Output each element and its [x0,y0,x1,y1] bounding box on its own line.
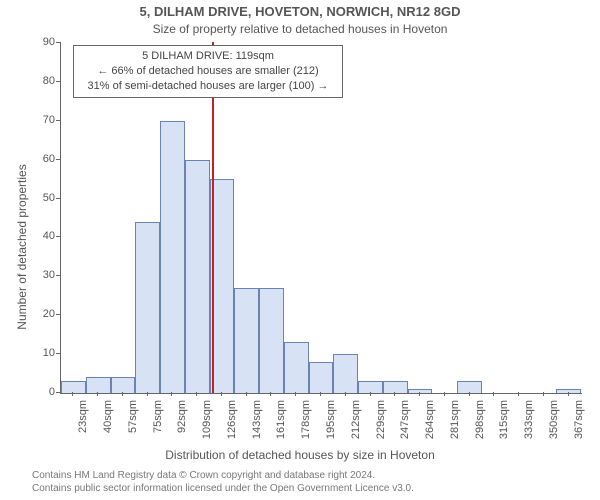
x-tick-mark [295,392,296,396]
x-tick-mark [97,392,98,396]
x-tick-mark [320,392,321,396]
y-tick-label: 60 [25,153,55,165]
x-tick-mark [72,392,73,396]
y-tick-label: 10 [25,347,55,359]
x-tick-mark [171,392,172,396]
x-tick-label: 350sqm [548,400,560,450]
y-tick-mark [56,392,60,393]
annotation-line: 5 DILHAM DRIVE: 119sqm [80,49,336,64]
x-tick-label: 247sqm [399,400,411,450]
x-tick-mark [246,392,247,396]
histogram-bar [284,342,309,393]
x-tick-mark [518,392,519,396]
histogram-bar [185,160,210,393]
histogram-bar [61,381,86,393]
footer-line-1: Contains HM Land Registry data © Crown c… [32,470,375,481]
x-tick-label: 23sqm [77,400,89,450]
histogram-bar [556,389,581,393]
y-tick-mark [56,275,60,276]
x-tick-mark [568,392,569,396]
y-tick-label: 90 [25,36,55,48]
x-axis-label: Distribution of detached houses by size … [0,448,600,462]
y-tick-mark [56,353,60,354]
x-tick-mark [444,392,445,396]
x-tick-label: 212sqm [350,400,362,450]
x-tick-label: 40sqm [102,400,114,450]
annotation-box: 5 DILHAM DRIVE: 119sqm← 66% of detached … [73,45,343,98]
x-tick-mark [270,392,271,396]
x-tick-mark [394,392,395,396]
x-tick-label: 264sqm [424,400,436,450]
footer-line-2: Contains public sector information licen… [32,483,414,494]
x-tick-label: 161sqm [275,400,287,450]
x-tick-label: 229sqm [375,400,387,450]
x-tick-label: 367sqm [573,400,585,450]
histogram-bar [86,377,111,393]
histogram-bar [358,381,383,393]
chart-subtitle: Size of property relative to detached ho… [0,22,600,36]
x-tick-label: 333sqm [523,400,535,450]
histogram-bar [309,362,334,393]
histogram-bar [160,121,185,393]
x-tick-mark [543,392,544,396]
y-tick-mark [56,120,60,121]
y-tick-mark [56,159,60,160]
x-tick-mark [196,392,197,396]
x-tick-label: 178sqm [300,400,312,450]
x-tick-mark [221,392,222,396]
y-tick-label: 20 [25,308,55,320]
x-tick-mark [370,392,371,396]
x-tick-label: 143sqm [251,400,263,450]
y-tick-label: 0 [25,386,55,398]
histogram-bar [234,288,259,393]
y-tick-mark [56,81,60,82]
y-tick-label: 50 [25,192,55,204]
x-tick-mark [345,392,346,396]
histogram-bar [135,222,160,393]
x-tick-label: 109sqm [201,400,213,450]
y-tick-mark [56,42,60,43]
y-tick-mark [56,314,60,315]
x-tick-mark [419,392,420,396]
x-tick-label: 281sqm [449,400,461,450]
x-tick-label: 298sqm [474,400,486,450]
histogram-bar [457,381,482,393]
y-tick-mark [56,236,60,237]
x-tick-mark [493,392,494,396]
histogram-bar [111,377,136,393]
y-tick-label: 40 [25,230,55,242]
histogram-bar [259,288,284,393]
histogram-bar [333,354,358,393]
x-tick-label: 92sqm [176,400,188,450]
x-tick-mark [147,392,148,396]
chart-container: { "title": "5, DILHAM DRIVE, HOVETON, NO… [0,0,600,500]
x-tick-mark [122,392,123,396]
y-tick-mark [56,198,60,199]
x-tick-label: 75sqm [152,400,164,450]
annotation-line: ← 66% of detached houses are smaller (21… [80,64,336,79]
x-tick-label: 195sqm [325,400,337,450]
x-tick-label: 315sqm [498,400,510,450]
x-tick-label: 126sqm [226,400,238,450]
chart-title: 5, DILHAM DRIVE, HOVETON, NORWICH, NR12 … [0,4,600,19]
x-tick-mark [469,392,470,396]
y-tick-label: 30 [25,269,55,281]
y-tick-label: 70 [25,114,55,126]
annotation-line: 31% of semi-detached houses are larger (… [80,79,336,94]
x-tick-label: 57sqm [127,400,139,450]
y-tick-label: 80 [25,75,55,87]
